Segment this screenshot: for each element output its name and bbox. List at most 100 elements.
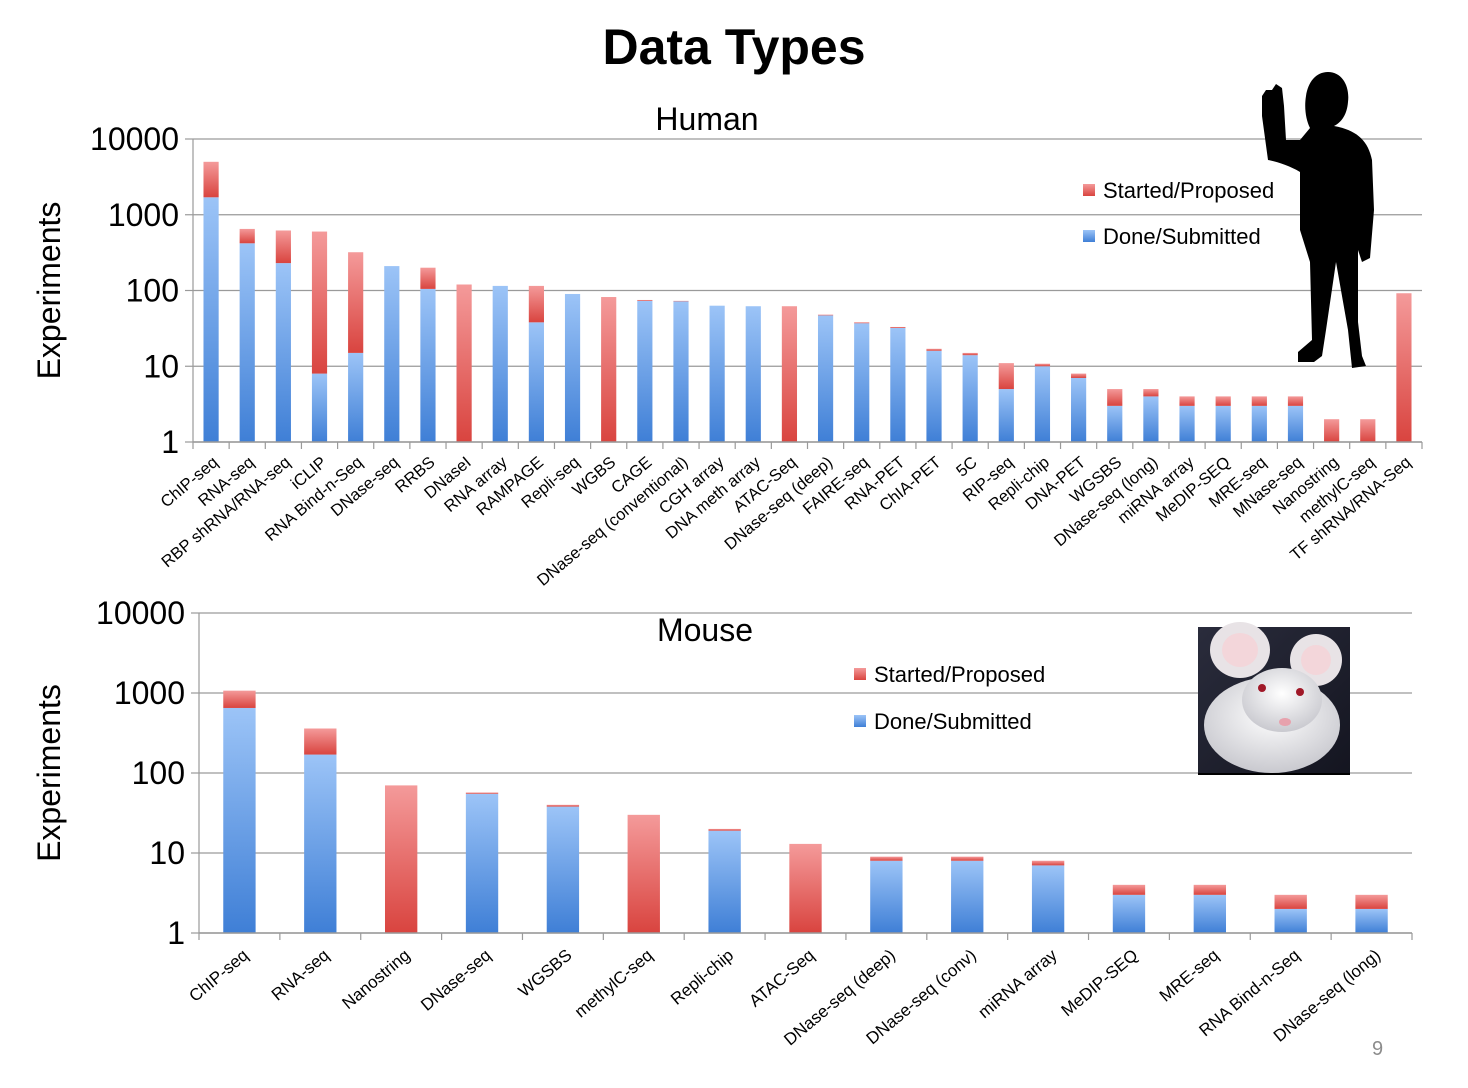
- bar-done-11: [1112, 894, 1146, 933]
- bar-started-9: [528, 285, 544, 323]
- y-tick-label: 1: [161, 424, 179, 460]
- bar-started-2: [275, 230, 291, 264]
- bar-started-11: [1112, 884, 1146, 895]
- bar-started-2: [384, 785, 418, 933]
- chart-title: Mouse: [657, 612, 753, 648]
- bar-done-12: [637, 300, 653, 442]
- legend-label-started: Started/Proposed: [874, 662, 1045, 687]
- bar-done-22: [998, 389, 1014, 442]
- bar-done-23: [1034, 366, 1051, 442]
- y-tick-label: 1000: [114, 675, 185, 711]
- x-tick-label: RNA-seq: [268, 946, 333, 1005]
- y-tick-label: 10000: [90, 121, 179, 157]
- bar-started-23: [1034, 363, 1051, 367]
- bar-done-6: [708, 830, 741, 933]
- y-tick-label: 1: [167, 915, 185, 951]
- bar-started-20: [926, 348, 942, 351]
- bar-started-19: [890, 326, 906, 328]
- bar-started-1: [239, 228, 255, 244]
- legend-swatch-done: [854, 715, 866, 727]
- mouse-left-eye: [1258, 684, 1266, 692]
- bar-done-1: [304, 754, 337, 933]
- bar-started-8: [870, 856, 903, 861]
- bar-started-32: [1360, 419, 1376, 442]
- bar-started-18: [854, 322, 870, 324]
- human-chart: 110100100010000ExperimentsHumanChIP-seqR…: [31, 72, 1423, 590]
- mouse-right-eye: [1296, 688, 1304, 696]
- bar-started-29: [1251, 396, 1267, 406]
- bar-started-0: [223, 690, 256, 708]
- y-tick-label: 10: [149, 835, 185, 871]
- legend-swatch-started: [854, 668, 866, 680]
- bar-started-4: [348, 252, 364, 353]
- x-tick-label: ChIP-seq: [185, 946, 252, 1006]
- bar-done-17: [817, 315, 834, 442]
- bar-started-21: [962, 352, 978, 356]
- bar-done-3: [311, 373, 328, 442]
- y-tick-label: 100: [132, 755, 185, 791]
- human-silhouette-icon: [1262, 72, 1374, 368]
- y-tick-label: 1000: [108, 197, 179, 233]
- legend-label-done: Done/Submitted: [874, 709, 1032, 734]
- x-tick-label: MeDIP-SEQ: [1058, 946, 1142, 1021]
- bar-done-14: [709, 305, 725, 442]
- white-mouse-photo: [1198, 622, 1350, 775]
- bar-started-10: [1031, 860, 1065, 866]
- bar-started-24: [1071, 373, 1087, 378]
- page-title: Data Types: [602, 19, 866, 75]
- bar-done-25: [1107, 405, 1123, 442]
- bar-started-17: [817, 314, 834, 316]
- legend-swatch-started: [1083, 184, 1095, 196]
- bar-done-1: [239, 243, 255, 442]
- bar-started-11: [601, 297, 617, 442]
- bar-started-16: [781, 306, 798, 442]
- mouse-nose: [1279, 718, 1291, 726]
- y-axis-title: Experiments: [31, 684, 67, 862]
- y-tick-label: 10: [143, 348, 179, 384]
- bar-started-6: [420, 267, 436, 289]
- bar-done-9: [951, 860, 984, 933]
- bar-done-3: [465, 793, 499, 933]
- bar-done-0: [223, 707, 256, 933]
- bar-done-24: [1071, 377, 1087, 442]
- bar-started-27: [1179, 396, 1195, 406]
- x-tick-label: Repli-chip: [667, 946, 737, 1009]
- bar-done-29: [1251, 405, 1267, 442]
- x-tick-label: methylC-seq: [571, 946, 656, 1022]
- bar-started-33: [1396, 293, 1412, 442]
- bar-done-8: [870, 860, 903, 933]
- bar-started-1: [304, 728, 337, 755]
- bar-started-5: [627, 814, 660, 933]
- bar-started-30: [1287, 396, 1304, 406]
- bar-done-0: [203, 197, 219, 442]
- bar-started-4: [546, 804, 580, 807]
- bar-done-21: [962, 355, 978, 442]
- legend-label-done: Done/Submitted: [1103, 224, 1261, 249]
- bar-done-9: [528, 322, 544, 442]
- bar-done-10: [564, 293, 581, 442]
- legend-swatch-done: [1083, 230, 1095, 242]
- x-tick-label: Nanostring: [339, 946, 414, 1013]
- y-axis-title: Experiments: [31, 202, 67, 380]
- bar-done-20: [926, 350, 942, 442]
- bar-done-27: [1179, 405, 1195, 442]
- x-tick-label: MRE-seq: [1156, 946, 1222, 1006]
- x-tick-label: DNase-seq: [417, 946, 494, 1015]
- bar-started-28: [1215, 396, 1231, 406]
- y-tick-label: 10000: [96, 595, 185, 631]
- bar-started-6: [708, 828, 741, 831]
- x-tick-label: miRNA array: [975, 945, 1061, 1022]
- bar-done-4: [348, 352, 364, 442]
- x-tick-label: ATAC-Seq: [746, 946, 819, 1011]
- bar-started-7: [789, 843, 822, 933]
- bar-started-31: [1324, 419, 1340, 442]
- bar-done-30: [1287, 405, 1304, 442]
- bar-started-3: [465, 792, 499, 794]
- bar-done-19: [890, 327, 906, 442]
- page-number: 9: [1372, 1038, 1384, 1060]
- y-tick-label: 100: [126, 273, 179, 309]
- bar-done-8: [492, 285, 508, 442]
- bar-started-25: [1107, 389, 1123, 406]
- bar-started-13: [1274, 894, 1307, 909]
